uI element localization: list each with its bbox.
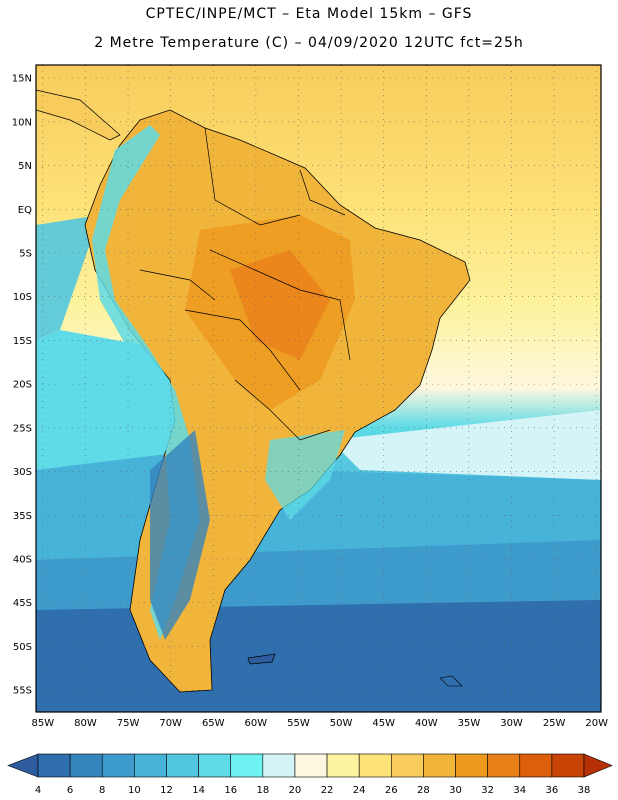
lat-label: 10S — [13, 292, 32, 303]
lon-label: 60W — [245, 718, 268, 729]
lat-label: 50S — [13, 642, 32, 653]
lat-label: 25S — [13, 423, 32, 434]
colorbar-label: 14 — [192, 785, 205, 796]
colorbar-label: 26 — [385, 785, 398, 796]
lat-label: 30S — [13, 467, 32, 478]
colorbar-min-arrow — [7, 753, 39, 778]
lat-label: 5N — [18, 161, 32, 172]
lat-label: 5S — [19, 248, 32, 259]
colorbar-bin — [262, 753, 296, 778]
colorbar-bin — [230, 753, 264, 778]
lon-label: 40W — [415, 718, 438, 729]
graticule — [36, 65, 601, 712]
lon-label: 45W — [372, 718, 395, 729]
colorbar-label: 22 — [321, 785, 334, 796]
map-subtitle: 2 Metre Temperature (C) – 04/09/2020 12U… — [94, 35, 524, 51]
colorbar-bin — [358, 753, 392, 778]
colorbar-bin — [487, 753, 521, 778]
colorbar-label: 34 — [513, 785, 526, 796]
lon-label: 85W — [32, 718, 55, 729]
lon-label: 20W — [585, 718, 608, 729]
lat-label: 40S — [13, 554, 32, 565]
lon-label: 30W — [500, 718, 523, 729]
colorbar-label: 24 — [353, 785, 366, 796]
colorbar-bin — [294, 753, 328, 778]
colorbar-label: 12 — [160, 785, 173, 796]
lat-label: 15N — [12, 74, 32, 85]
temperature-colorbar — [7, 753, 613, 778]
colorbar-bin — [519, 753, 553, 778]
colorbar-bin — [423, 753, 456, 778]
map-frame — [35, 64, 602, 713]
latitude-labels: 15N 10N 5N EQ 5S 10S 15S 20S 25S 30S 35S 40S 45S 50S 5… — [12, 74, 32, 697]
lon-label: 80W — [74, 718, 97, 729]
colorbar-bin — [134, 753, 167, 778]
lat-label: 15S — [13, 336, 32, 347]
lon-label: 25W — [543, 718, 566, 729]
lat-label: 55S — [13, 686, 32, 697]
colorbar-label: 18 — [256, 785, 269, 796]
colorbar-label: 16 — [224, 785, 237, 796]
lon-label: 70W — [159, 718, 182, 729]
lat-label: 35S — [13, 511, 32, 522]
colorbar-label: 20 — [289, 785, 302, 796]
colorbar-bin — [101, 753, 135, 778]
colorbar-label: 28 — [417, 785, 430, 796]
lat-label: 45S — [13, 598, 32, 609]
lat-label: 10N — [12, 117, 32, 128]
colorbar-bin — [326, 753, 360, 778]
lon-label: 35W — [458, 718, 481, 729]
colorbar-bin — [69, 753, 103, 778]
longitude-labels: 85W 80W 75W 70W 65W 60W 55W 50W 45W 40W 35W 30W 25W 2… — [32, 718, 609, 729]
lat-label: 20S — [13, 380, 32, 391]
lon-label: 65W — [202, 718, 225, 729]
lon-label: 75W — [117, 718, 140, 729]
colorbar-bin — [551, 753, 585, 778]
colorbar-label: 32 — [481, 785, 494, 796]
colorbar-bin — [37, 753, 71, 778]
colorbar-bin — [198, 753, 232, 778]
temperature-field — [36, 65, 601, 712]
colorbar-max-arrow — [583, 753, 613, 778]
lat-label: EQ — [18, 205, 32, 216]
lon-label: 55W — [287, 718, 310, 729]
colorbar-label: 10 — [128, 785, 141, 796]
colorbar-labels: 4 6 8 10 12 14 16 18 20 22 24 26 28 30 32 34 36 38 — [35, 785, 591, 796]
colorbar-label: 36 — [546, 785, 559, 796]
colorbar-label: 8 — [99, 785, 105, 796]
colorbar-label: 4 — [35, 785, 41, 796]
lon-label: 50W — [330, 718, 353, 729]
colorbar-bin — [390, 753, 424, 778]
colorbar-label: 6 — [67, 785, 73, 796]
colorbar-bin — [455, 753, 488, 778]
colorbar-label: 38 — [578, 785, 591, 796]
map-title: CPTEC/INPE/MCT – Eta Model 15km – GFS — [145, 6, 473, 22]
colorbar-label: 30 — [449, 785, 462, 796]
colorbar-bin — [166, 753, 199, 778]
